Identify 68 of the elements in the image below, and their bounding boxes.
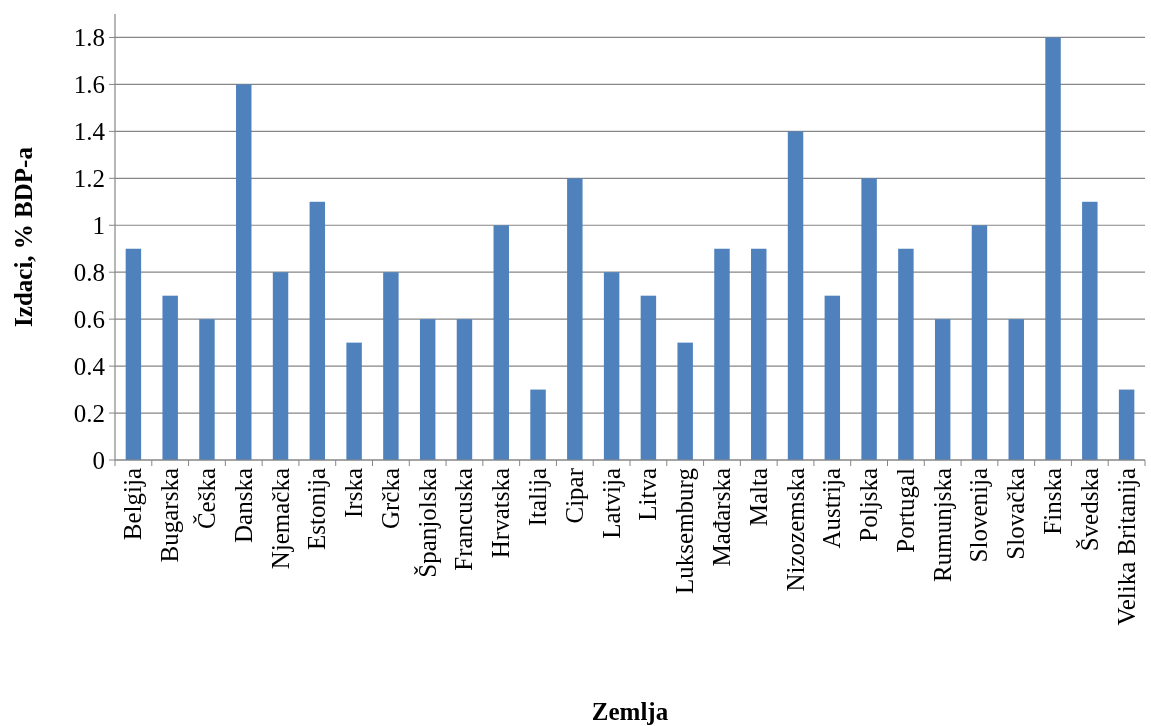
x-tick-label: Estonija	[303, 468, 331, 550]
y-tick-label: 1.6	[73, 71, 105, 99]
bar	[383, 272, 399, 460]
bar	[714, 248, 730, 460]
bar	[309, 201, 326, 460]
bar	[971, 225, 988, 460]
x-tick-label: Nizozemska	[781, 468, 809, 592]
y-tick-label: 0.4	[73, 352, 106, 380]
x-tick-label: Litva	[634, 468, 662, 521]
bar	[603, 272, 620, 460]
y-axis-title: Izdaci, % BDP-a	[10, 146, 37, 327]
bar	[236, 84, 252, 460]
bar	[1008, 319, 1024, 460]
y-tick-label: 1	[92, 212, 105, 240]
x-tick-label: Poljska	[855, 468, 883, 542]
y-tick-label: 0	[92, 446, 105, 474]
x-tick-label: Cipar	[560, 467, 588, 524]
x-tick-label: Mađarska	[707, 468, 735, 567]
bar	[456, 319, 473, 460]
x-tick-label: Irska	[340, 468, 368, 518]
x-tick-label: Malta	[744, 468, 772, 527]
x-tick-label: Austrija	[818, 468, 846, 549]
x-tick-label: Velika Britanija	[1112, 468, 1140, 626]
bar	[898, 248, 914, 460]
x-tick-label: Italija	[524, 468, 552, 527]
bar	[530, 389, 546, 460]
x-tick-label: Bugarska	[156, 468, 184, 563]
y-tick-label: 1.4	[73, 118, 106, 146]
bar	[1045, 37, 1061, 460]
bar	[677, 342, 693, 460]
x-tick-label: Španjolska	[412, 468, 441, 578]
bar	[787, 131, 804, 460]
bar	[751, 248, 767, 460]
x-tick-label: Hrvatska	[487, 468, 515, 559]
x-tick-label: Švedska	[1074, 468, 1103, 552]
y-tick-label: 1.8	[73, 24, 105, 52]
bar	[272, 272, 289, 460]
y-tick-label: 0.8	[73, 258, 105, 286]
x-tick-label: Luksemburg	[671, 467, 699, 594]
x-tick-label: Slovačka	[1002, 468, 1030, 560]
bar	[824, 295, 841, 460]
bar	[934, 319, 951, 460]
x-tick-label: Njemačka	[266, 468, 294, 570]
x-tick-label: Danska	[229, 468, 257, 543]
bar	[640, 295, 657, 460]
bar	[346, 342, 362, 460]
bar	[1082, 201, 1098, 460]
x-tick-label: Slovenija	[965, 468, 993, 563]
x-tick-label: Portugal	[891, 467, 919, 553]
x-axis-title: Zemlja	[591, 698, 669, 725]
bar	[162, 295, 178, 460]
y-tick-label: 1.2	[73, 165, 105, 193]
x-tick-label: Francuska	[450, 468, 478, 571]
x-tick-label: Češka	[192, 468, 220, 530]
bar	[419, 319, 436, 460]
bar	[861, 178, 877, 460]
y-tick-label: 0.6	[73, 305, 105, 333]
bar	[199, 319, 215, 460]
bar	[125, 248, 142, 460]
x-tick-label: Belgija	[119, 468, 147, 541]
y-tick-label: 0.2	[73, 399, 105, 427]
bar	[1118, 389, 1135, 460]
x-tick-label: Finska	[1039, 468, 1067, 535]
x-tick-label: Latvija	[597, 468, 625, 539]
x-tick-label: Rumunjska	[928, 468, 956, 582]
bar	[567, 178, 583, 460]
bar	[493, 225, 509, 460]
x-tick-label: Grčka	[376, 468, 404, 530]
